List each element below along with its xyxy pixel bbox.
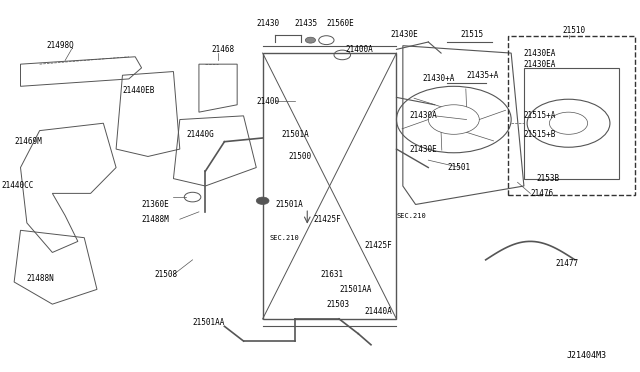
Text: SEC.210: SEC.210: [269, 235, 299, 241]
Text: 21501A: 21501A: [282, 130, 310, 139]
Circle shape: [305, 37, 316, 43]
Text: 21440G: 21440G: [186, 130, 214, 139]
Text: 21468: 21468: [212, 45, 235, 54]
Text: 21430: 21430: [256, 19, 280, 28]
Text: 21501A: 21501A: [275, 200, 303, 209]
Text: 21430EA: 21430EA: [524, 60, 556, 69]
Text: 21430EA: 21430EA: [524, 49, 556, 58]
Text: 21440CC: 21440CC: [1, 182, 34, 190]
Text: 21515+B: 21515+B: [524, 130, 556, 139]
Text: 2153B: 2153B: [537, 174, 560, 183]
Text: 21435+A: 21435+A: [467, 71, 499, 80]
Text: 21503: 21503: [326, 300, 349, 309]
Text: 21360E: 21360E: [141, 200, 170, 209]
Text: 21430+A: 21430+A: [422, 74, 454, 83]
Text: 21500: 21500: [288, 152, 311, 161]
Text: 21515: 21515: [460, 30, 483, 39]
Text: 21435: 21435: [294, 19, 317, 28]
Text: 21440EB: 21440EB: [122, 86, 155, 94]
Text: 21510: 21510: [562, 26, 585, 35]
Text: 21488N: 21488N: [27, 274, 54, 283]
Text: 21430A: 21430A: [409, 111, 437, 121]
Text: 21501AA: 21501AA: [339, 285, 371, 294]
Text: 21488M: 21488M: [141, 215, 170, 224]
Text: 21430E: 21430E: [390, 30, 418, 39]
Text: 21477: 21477: [556, 259, 579, 268]
Text: 21501: 21501: [447, 163, 470, 172]
Text: 21430E: 21430E: [409, 145, 437, 154]
Text: 21400A: 21400A: [346, 45, 373, 54]
Text: 21498Q: 21498Q: [46, 41, 74, 50]
Bar: [262, 53, 396, 319]
Text: 21631: 21631: [320, 270, 343, 279]
Text: 21400: 21400: [256, 97, 280, 106]
Text: 21515+A: 21515+A: [524, 111, 556, 121]
Text: 21476: 21476: [531, 189, 554, 198]
Text: 21440A: 21440A: [365, 307, 392, 316]
Text: 21501AA: 21501AA: [193, 318, 225, 327]
Text: J21404M3: J21404M3: [567, 350, 607, 359]
Text: 21469M: 21469M: [14, 137, 42, 146]
Text: SEC.210: SEC.210: [396, 212, 426, 218]
Text: 21508: 21508: [154, 270, 177, 279]
Text: 21425F: 21425F: [314, 215, 341, 224]
Circle shape: [256, 197, 269, 205]
Text: 21560E: 21560E: [326, 19, 354, 28]
Text: 21425F: 21425F: [365, 241, 392, 250]
